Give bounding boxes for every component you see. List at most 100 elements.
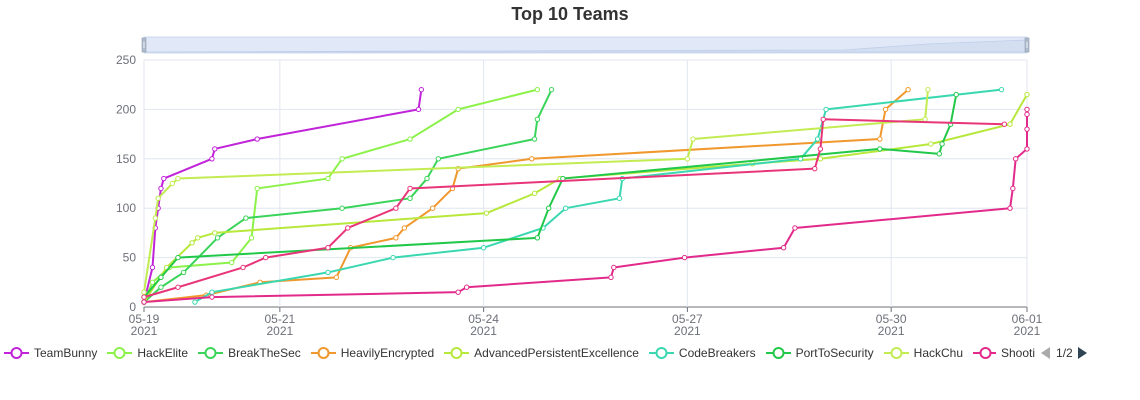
data-point[interactable] xyxy=(254,136,260,142)
data-point[interactable] xyxy=(248,235,255,241)
data-point[interactable] xyxy=(1024,126,1030,132)
data-point[interactable] xyxy=(939,141,945,147)
legend-item[interactable]: HackElite xyxy=(107,346,188,360)
data-point[interactable] xyxy=(175,284,181,290)
data-point[interactable] xyxy=(463,284,470,290)
data-point[interactable] xyxy=(455,289,461,295)
data-point[interactable] xyxy=(209,294,215,300)
data-point[interactable] xyxy=(333,274,340,281)
data-point[interactable] xyxy=(393,205,399,211)
data-point[interactable] xyxy=(998,86,1005,93)
data-point[interactable] xyxy=(546,205,552,211)
data-point[interactable] xyxy=(161,175,167,182)
data-point[interactable] xyxy=(435,156,442,162)
data-point[interactable] xyxy=(424,175,430,182)
data-point[interactable] xyxy=(155,195,161,202)
data-point[interactable] xyxy=(189,240,195,246)
data-point[interactable] xyxy=(690,136,696,142)
data-point[interactable] xyxy=(877,146,883,152)
data-point[interactable] xyxy=(1024,91,1030,98)
data-point[interactable] xyxy=(925,86,931,93)
data-point[interactable] xyxy=(149,279,156,285)
datazoom-slider[interactable] xyxy=(141,36,1030,54)
data-point[interactable] xyxy=(483,210,490,216)
data-point[interactable] xyxy=(534,235,541,241)
data-point[interactable] xyxy=(562,205,569,211)
data-point[interactable] xyxy=(928,141,934,147)
series-hackelite[interactable] xyxy=(141,86,541,305)
triangle-left-icon[interactable] xyxy=(1041,347,1051,359)
data-point[interactable] xyxy=(152,215,159,221)
data-point[interactable] xyxy=(812,165,818,172)
data-point[interactable] xyxy=(1010,185,1016,192)
series-breakthesec[interactable] xyxy=(141,86,555,305)
data-point[interactable] xyxy=(325,175,331,182)
data-point[interactable] xyxy=(1012,156,1019,162)
data-point[interactable] xyxy=(243,215,249,221)
data-point[interactable] xyxy=(229,259,235,266)
data-point[interactable] xyxy=(407,136,413,142)
data-point[interactable] xyxy=(393,235,399,241)
data-point[interactable] xyxy=(192,299,198,305)
data-point[interactable] xyxy=(684,156,691,162)
data-point[interactable] xyxy=(429,205,436,211)
data-point[interactable] xyxy=(1024,146,1030,152)
series-extra-9[interactable] xyxy=(141,116,1008,300)
series-codebreakers[interactable] xyxy=(192,86,1005,305)
data-point[interactable] xyxy=(455,106,461,113)
series-porttosecurity[interactable] xyxy=(141,91,959,300)
data-point[interactable] xyxy=(212,146,218,152)
legend-item[interactable]: PortToSecurity xyxy=(765,346,874,360)
data-point[interactable] xyxy=(240,264,246,271)
legend-item[interactable]: HackChu xyxy=(883,346,963,360)
legend-item[interactable]: HeavilyEncrypted xyxy=(310,346,434,360)
data-point[interactable] xyxy=(325,269,331,276)
data-point[interactable] xyxy=(158,185,164,192)
legend-item[interactable]: TeamBunny xyxy=(4,346,97,360)
legend-item[interactable]: BreakTheSec xyxy=(198,346,301,360)
data-point[interactable] xyxy=(214,235,221,241)
data-point[interactable] xyxy=(534,116,541,122)
data-point[interactable] xyxy=(254,185,260,192)
data-point[interactable] xyxy=(531,190,538,197)
data-point[interactable] xyxy=(817,146,824,152)
data-point[interactable] xyxy=(534,86,541,93)
series-shootingstars[interactable] xyxy=(141,106,1030,305)
data-point[interactable] xyxy=(339,156,345,162)
series-hackchu[interactable] xyxy=(141,86,931,295)
data-point[interactable] xyxy=(936,151,942,157)
data-point[interactable] xyxy=(149,264,156,271)
data-point[interactable] xyxy=(1024,106,1030,113)
data-point[interactable] xyxy=(953,91,959,98)
data-point[interactable] xyxy=(407,195,413,202)
data-point[interactable] xyxy=(175,254,181,261)
data-point[interactable] xyxy=(1007,205,1013,211)
data-point[interactable] xyxy=(1007,121,1013,127)
data-point[interactable] xyxy=(175,175,181,182)
legend-item[interactable]: Shooti xyxy=(973,346,1035,360)
data-point[interactable] xyxy=(141,299,147,305)
series-advancedpersistentexcellence[interactable] xyxy=(141,91,1030,305)
data-point[interactable] xyxy=(814,136,821,142)
data-point[interactable] xyxy=(141,294,147,300)
data-point[interactable] xyxy=(1024,111,1030,118)
data-point[interactable] xyxy=(158,284,164,290)
data-point[interactable] xyxy=(877,136,883,142)
legend-item[interactable]: CodeBreakers xyxy=(648,346,756,360)
data-point[interactable] xyxy=(1001,121,1008,127)
data-point[interactable] xyxy=(548,86,555,93)
triangle-right-icon[interactable] xyxy=(1077,347,1087,359)
data-point[interactable] xyxy=(529,156,535,162)
data-point[interactable] xyxy=(922,116,928,122)
data-point[interactable] xyxy=(823,106,829,113)
data-point[interactable] xyxy=(180,269,187,276)
data-point[interactable] xyxy=(390,254,396,261)
data-point[interactable] xyxy=(262,254,269,261)
data-point[interactable] xyxy=(195,235,201,241)
datazoom-left-handle[interactable] xyxy=(141,37,147,53)
data-point[interactable] xyxy=(212,230,218,236)
data-point[interactable] xyxy=(407,185,413,192)
data-point[interactable] xyxy=(345,225,351,231)
data-point[interactable] xyxy=(209,289,215,295)
data-point[interactable] xyxy=(209,156,215,162)
